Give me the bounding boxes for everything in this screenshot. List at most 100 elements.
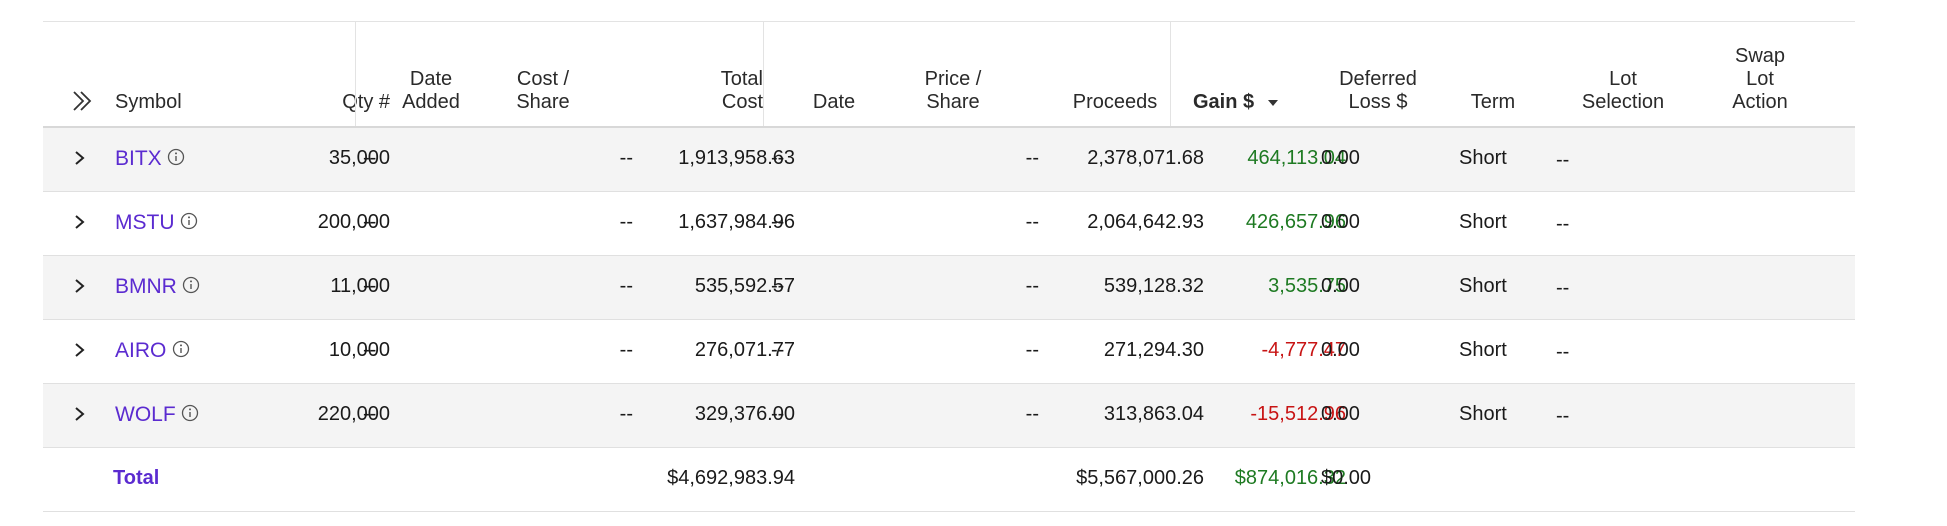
gain-value: 426,657.96 [1245,211,1346,233]
date-added-value: -- [363,275,377,297]
total-cost-value: 276,071.77 [694,339,795,361]
symbol-link[interactable]: AIRO [115,339,167,362]
total-cost-value: 535,592.57 [694,275,795,297]
expand-row-chevron-right-icon[interactable] [73,213,87,236]
price-share-value: -- [1025,403,1039,425]
header-date[interactable]: Date [812,91,856,113]
cost-share-value: -- [619,275,633,297]
lot-selection-value[interactable]: -- [1556,405,1570,427]
header-price-share[interactable]: Price / Share [924,68,982,113]
total-cost-value: 329,376.00 [694,403,795,425]
header-gain[interactable]: Gain $ [1193,91,1280,114]
table-header: Symbol Qty # Date Added Cost / Share Total… [43,21,1855,128]
deferred-loss-value: 0.00 [1321,403,1360,425]
date-added-value: -- [363,339,377,361]
total-proceeds-value: $5,567,000.26 [1076,467,1204,489]
gain-value: -4,777.47 [1261,339,1346,361]
symbol-cell: WOLF [115,403,199,428]
sort-caret-down-icon[interactable] [1266,91,1280,114]
qty-value: 10,000 [328,339,390,361]
total-cost-value: $4,692,983.94 [667,467,795,489]
symbol-cell: BMNR [115,275,200,300]
header-term[interactable]: Term [1470,91,1516,113]
info-icon[interactable] [180,212,198,236]
price-share-value: -- [1025,211,1039,233]
header-date-added[interactable]: Date Added [402,68,460,113]
date-value: -- [771,339,785,361]
gain-loss-table: Symbol Qty # Date Added Cost / Share Total… [43,21,1855,512]
gain-value: -15,512.96 [1250,403,1346,425]
date-value: -- [771,403,785,425]
table-row[interactable]: WOLF 220,000 -- -- 329,376.00 -- -- 313,863.04… [43,384,1855,448]
date-added-value: -- [363,147,377,169]
info-icon[interactable] [181,404,199,428]
cost-share-value: -- [619,403,633,425]
info-icon[interactable] [172,340,190,364]
cost-share-value: -- [619,339,633,361]
proceeds-value: 539,128.32 [1103,275,1204,297]
term-value: Short [1459,275,1507,297]
header-cost-share[interactable]: Cost / Share [516,68,570,113]
lot-selection-value[interactable]: -- [1556,149,1570,171]
price-share-value: -- [1025,147,1039,169]
term-value: Short [1459,211,1507,233]
cost-share-value: -- [619,147,633,169]
total-cost-value: 1,637,984.96 [678,211,795,233]
info-icon[interactable] [182,276,200,300]
gain-value: 464,113.04 [1247,147,1346,169]
term-value: Short [1459,403,1507,425]
table-row[interactable]: MSTU 200,000 -- -- 1,637,984.96 -- -- 2,064,64… [43,192,1855,256]
date-value: -- [771,275,785,297]
header-lot-selection[interactable]: Lot Selection [1581,68,1665,113]
date-value: -- [771,147,785,169]
table-row[interactable]: AIRO 10,000 -- -- 276,071.77 -- -- 271,294.30-… [43,320,1855,384]
proceeds-value: 2,378,071.68 [1087,147,1204,169]
total-gain-value: $874,016.32 [1234,467,1346,489]
header-total-cost[interactable]: Total Cost [720,68,763,113]
symbol-link[interactable]: BITX [115,147,162,170]
term-value: Short [1459,147,1507,169]
table-row[interactable]: BMNR 11,000 -- -- 535,592.57 -- -- 539,128.32 3… [43,256,1855,320]
header-qty[interactable]: Qty # [342,91,390,113]
header-symbol[interactable]: Symbol [115,91,182,113]
symbol-cell: MSTU [115,211,198,236]
gain-value: 3,535.75 [1268,275,1346,297]
total-cost-value: 1,913,958.63 [678,147,795,169]
table-row[interactable]: BITX 35,000 -- -- 1,913,958.63 -- -- 2,378,071… [43,128,1855,192]
expand-all-icon[interactable] [70,89,94,119]
expand-row-chevron-right-icon[interactable] [73,149,87,172]
price-share-value: -- [1025,275,1039,297]
header-proceeds[interactable]: Proceeds [1072,91,1158,113]
qty-value: 200,000 [317,211,390,233]
qty-value: 220,000 [317,403,390,425]
lot-selection-value[interactable]: -- [1556,277,1570,299]
column-separator [1170,22,1171,126]
symbol-cell: AIRO [115,339,190,364]
deferred-loss-value: 0.00 [1321,211,1360,233]
qty-value: 11,000 [330,275,390,297]
total-row: Total $4,692,983.94 $5,567,000.26 $874,0… [43,448,1855,512]
header-swap-lot-action[interactable]: Swap Lot Action [1732,45,1788,113]
proceeds-value: 271,294.30 [1103,339,1204,361]
proceeds-value: 313,863.04 [1103,403,1204,425]
term-value: Short [1459,339,1507,361]
deferred-loss-value: 0.00 [1321,275,1360,297]
column-separator [763,22,764,126]
header-deferred-loss[interactable]: Deferred Loss $ [1339,68,1417,113]
expand-row-chevron-right-icon[interactable] [73,341,87,364]
total-deferred-value: $0.00 [1321,467,1372,489]
date-added-value: -- [363,211,377,233]
deferred-loss-value: 0.00 [1321,147,1360,169]
date-added-value: -- [363,403,377,425]
lot-selection-value[interactable]: -- [1556,213,1570,235]
symbol-link[interactable]: MSTU [115,211,175,234]
symbol-link[interactable]: WOLF [115,403,176,426]
symbol-link[interactable]: BMNR [115,275,177,298]
expand-row-chevron-right-icon[interactable] [73,277,87,300]
symbol-cell: BITX [115,147,185,172]
cost-share-value: -- [619,211,633,233]
expand-row-chevron-right-icon[interactable] [73,405,87,428]
info-icon[interactable] [167,148,185,172]
date-value: -- [771,211,785,233]
lot-selection-value[interactable]: -- [1556,341,1570,363]
